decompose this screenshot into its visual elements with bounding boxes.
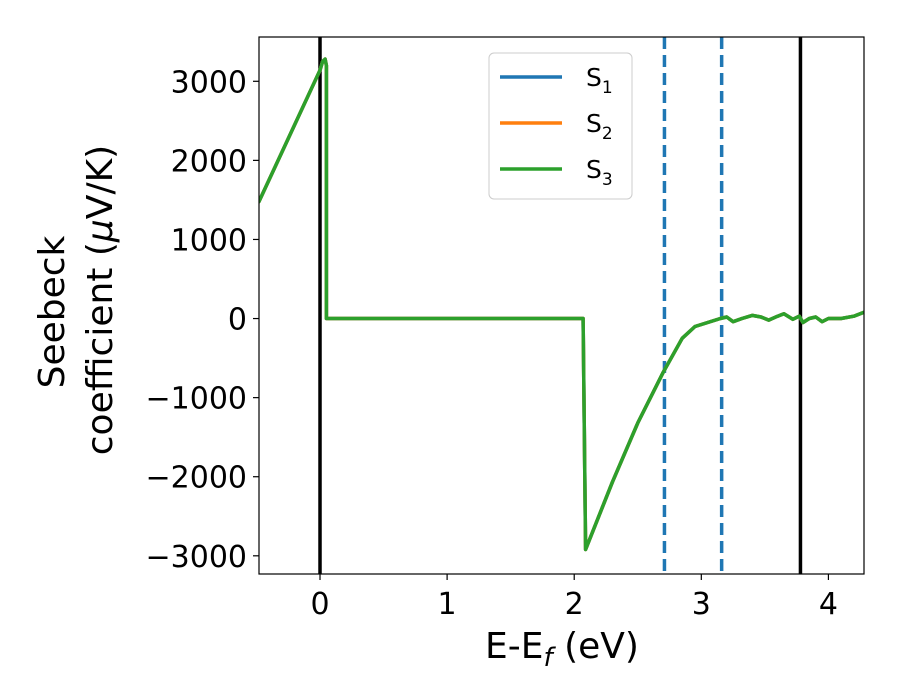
y-tick-label: 1000 [171,223,247,258]
legend-label-s3: S3 [586,155,613,190]
y-tick-label: −2000 [146,461,247,496]
legend: S1 S2 S3 [488,52,633,200]
legend-box [488,52,633,200]
legend-label-s2: S2 [586,109,613,144]
y-axis-title-line1: Seebeck [32,235,73,388]
x-tick-label: 2 [565,587,584,622]
x-tick-label: 4 [819,587,838,622]
y-axis-ticks: 3000 2000 1000 0 −1000 −2000 −3000 [146,65,259,575]
x-axis-ticks: 0 1 2 3 4 [310,574,838,622]
x-axis-title: E-Ef (eV) [485,626,639,673]
legend-label-s1: S1 [586,63,613,98]
y-tick-label: 0 [228,303,247,338]
series-layer [259,57,864,552]
y-tick-label: 3000 [171,65,247,100]
y-tick-label: 2000 [171,144,247,179]
y-axis-title: Seebeck coefficient (μV/K) [32,145,121,455]
plot-frame [258,36,865,575]
y-axis-title-line2-text: coefficient ( [80,242,121,455]
x-axis-title-main: E-E [485,626,543,667]
reference-lines [318,37,803,574]
x-tick-label: 0 [310,587,329,622]
x-tick-label: 1 [438,587,457,622]
y-axis-title-unit: V/K) [80,145,121,219]
x-axis-title-unit: (eV) [553,626,639,667]
y-tick-label: −3000 [146,540,247,575]
y-tick-label: −1000 [146,382,247,417]
y-axis-title-line2: coefficient (μV/K) [80,145,121,455]
x-tick-label: 3 [692,587,711,622]
y-axis-title-mu: μ [80,219,121,243]
series-line-s3 [259,57,864,552]
